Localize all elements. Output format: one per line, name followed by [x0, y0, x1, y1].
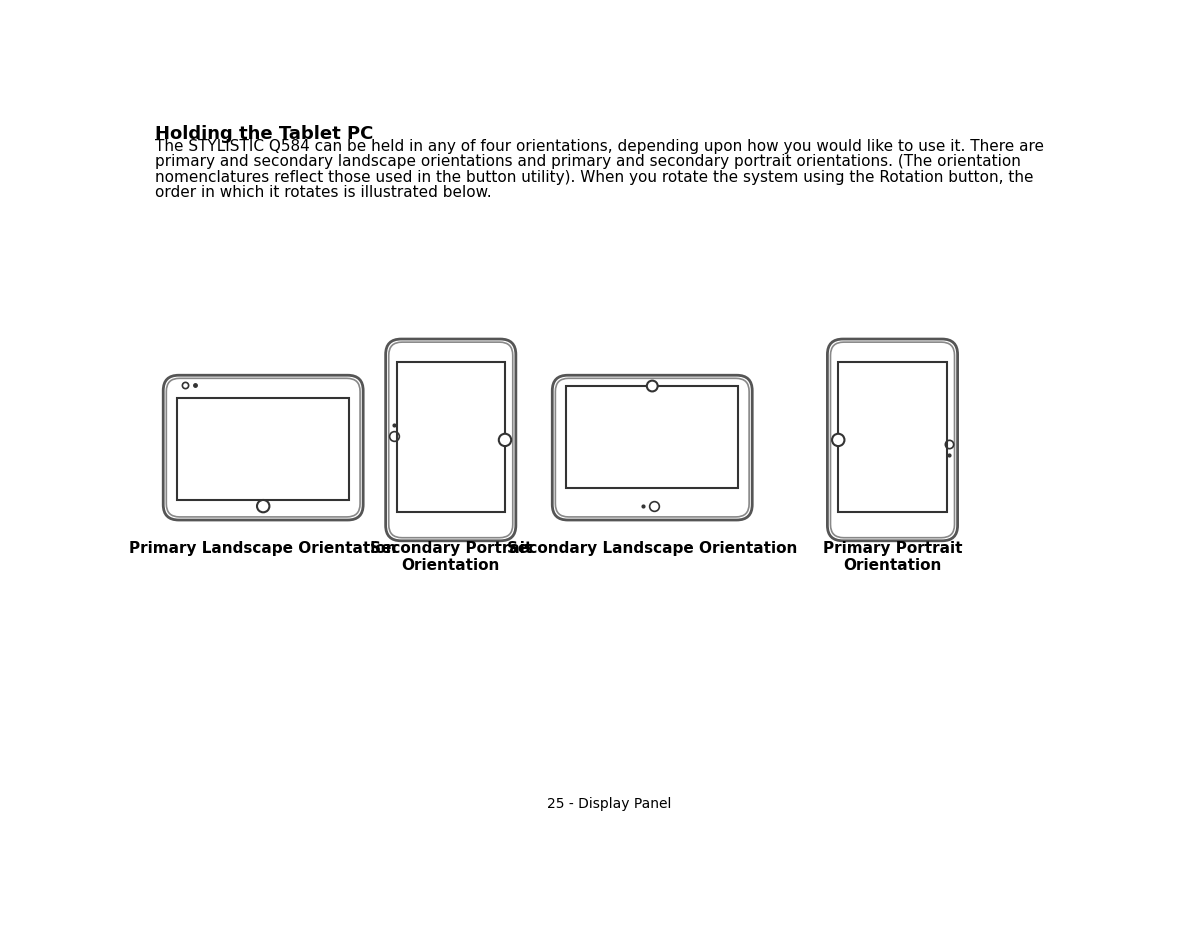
FancyBboxPatch shape: [827, 339, 958, 541]
Text: Primary Portrait
Orientation: Primary Portrait Orientation: [823, 540, 962, 573]
Text: Primary Landscape Orientation: Primary Landscape Orientation: [129, 540, 397, 555]
FancyBboxPatch shape: [166, 379, 360, 517]
Circle shape: [499, 434, 511, 447]
FancyBboxPatch shape: [555, 379, 750, 517]
Text: nomenclatures reflect those used in the button utility). When you rotate the sys: nomenclatures reflect those used in the …: [154, 170, 1034, 184]
FancyBboxPatch shape: [163, 375, 364, 520]
Bar: [567, 387, 738, 489]
Text: order in which it rotates is illustrated below.: order in which it rotates is illustrated…: [154, 185, 492, 200]
Text: primary and secondary landscape orientations and primary and secondary portrait : primary and secondary landscape orientat…: [154, 154, 1020, 170]
Text: Secondary Landscape Orientation: Secondary Landscape Orientation: [507, 540, 797, 555]
Circle shape: [646, 381, 658, 392]
Circle shape: [832, 434, 845, 447]
Text: The STYLISTIC Q584 can be held in any of four orientations, depending upon how y: The STYLISTIC Q584 can be held in any of…: [154, 139, 1044, 154]
Text: Secondary Portrait
Orientation: Secondary Portrait Orientation: [369, 540, 532, 573]
FancyBboxPatch shape: [830, 343, 954, 539]
FancyBboxPatch shape: [552, 375, 752, 520]
Text: Holding the Tablet PC: Holding the Tablet PC: [154, 125, 373, 143]
Bar: [397, 362, 505, 512]
Bar: [839, 362, 947, 512]
FancyBboxPatch shape: [388, 343, 513, 539]
Bar: [177, 399, 349, 501]
Text: 25 - Display Panel: 25 - Display Panel: [546, 795, 671, 809]
FancyBboxPatch shape: [386, 339, 516, 541]
Circle shape: [257, 501, 270, 513]
